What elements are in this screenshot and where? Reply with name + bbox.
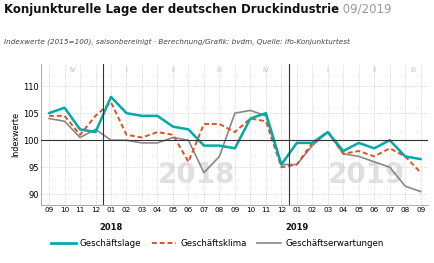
Text: I: I	[125, 67, 127, 73]
Text: 2018: 2018	[157, 161, 234, 189]
Text: 2019: 2019	[327, 161, 404, 189]
Text: II: II	[171, 67, 174, 73]
Text: 2019: 2019	[285, 223, 308, 232]
Text: Indexwerte (2015=100), saisonbereinigt · Berechnung/Grafik: bvdm, Quelle: ifo-Ko: Indexwerte (2015=100), saisonbereinigt ·…	[4, 38, 349, 45]
Y-axis label: Indexwerte: Indexwerte	[11, 112, 20, 157]
Text: Konjunkturelle Lage der deutschen Druckindustrie: Konjunkturelle Lage der deutschen Drucki…	[4, 3, 339, 16]
Text: III: III	[409, 67, 415, 73]
Text: IV: IV	[69, 67, 76, 73]
Text: III: III	[216, 67, 222, 73]
Text: I: I	[326, 67, 328, 73]
Text: II: II	[372, 67, 375, 73]
Text: 2018: 2018	[99, 223, 122, 232]
Text: 09/2019: 09/2019	[338, 3, 391, 16]
Legend: Geschäftslage, Geschäftsklima, Geschäftserwartungen: Geschäftslage, Geschäftsklima, Geschäfts…	[48, 235, 386, 251]
Text: IV: IV	[262, 67, 269, 73]
